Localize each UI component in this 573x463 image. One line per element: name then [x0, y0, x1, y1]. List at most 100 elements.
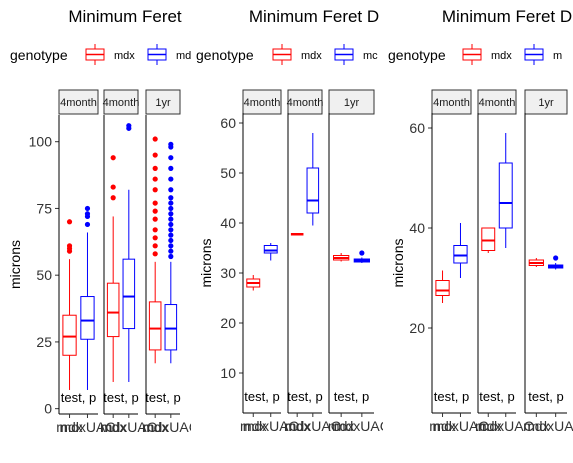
- outlier-point: [66, 219, 73, 225]
- chart-title: Minimum Feret: [68, 7, 182, 26]
- legend-entry: mdx: [114, 50, 135, 62]
- stat-annotation: test, p: [287, 389, 322, 404]
- box-mdx-3: [164, 141, 178, 364]
- x-tick-label: mdxUAC: [528, 418, 573, 434]
- stat-annotation: test, p: [61, 390, 96, 405]
- facet-strip-label: 4month: [479, 97, 516, 109]
- outlier-point: [168, 187, 174, 193]
- box-iqr: [453, 245, 468, 264]
- box-mc-3: [353, 250, 371, 263]
- outlier-point: [110, 184, 116, 190]
- box-mdx-1: [435, 270, 450, 303]
- chart-title: Minimum Feret D: [442, 7, 572, 26]
- legend-entry: m: [553, 50, 562, 62]
- outlier-point: [168, 155, 174, 161]
- x-tick-label: mdx: [429, 418, 455, 434]
- box-mc-2: [306, 133, 320, 226]
- box-mdx-2: [481, 227, 496, 253]
- outlier-point: [168, 216, 174, 222]
- y-axis-label: microns: [7, 240, 23, 289]
- outlier-point: [110, 195, 116, 201]
- outlier-point: [152, 227, 158, 233]
- outlier-point: [152, 165, 158, 171]
- legend-key-2: mdx: [147, 44, 191, 65]
- chart-panel-3: Minimum Feret D genotype mdx m microns 20 40 60…: [388, 7, 573, 434]
- x-tick-label: mdx: [475, 418, 501, 434]
- outlier-point: [152, 235, 158, 241]
- chart-title: Minimum Feret D: [249, 7, 379, 26]
- box-iqr: [148, 301, 162, 351]
- box-mc-1: [263, 243, 278, 261]
- outlier-point: [152, 152, 158, 158]
- outlier-point: [152, 216, 158, 222]
- facet-strip-label: 4month: [60, 97, 97, 109]
- x-tick-label: mdx: [100, 419, 126, 435]
- stat-annotation: test, p: [434, 389, 469, 404]
- facet-strip-label: 4month: [244, 97, 281, 109]
- box-mdx-2: [122, 123, 136, 382]
- outlier-point: [152, 176, 158, 182]
- facet-strip-label: 1yr: [538, 97, 554, 109]
- outlier-point: [168, 243, 174, 249]
- outlier-point: [359, 250, 365, 256]
- box-mdx-1: [246, 275, 261, 291]
- box-m-1: [453, 223, 468, 278]
- outlier-point: [110, 155, 116, 161]
- facet-strip: [58, 89, 99, 115]
- chart-panel-2: Minimum Feret D genotype mdx mc microns 10 20 3…: [196, 7, 390, 434]
- y-tick-label: 50: [36, 267, 52, 283]
- legend-key-2: m: [524, 44, 562, 65]
- box-mdx-2: [290, 233, 304, 236]
- y-tick-label: 50: [220, 165, 236, 181]
- box-iqr: [306, 167, 320, 214]
- box-iqr: [106, 282, 120, 338]
- outlier-point: [168, 141, 174, 147]
- box-iqr: [122, 258, 136, 330]
- x-tick-label: mdx: [284, 418, 310, 434]
- x-tick-label: mdx: [56, 419, 82, 435]
- y-axis-label: microns: [390, 238, 406, 287]
- facet-strip-label: 4month: [433, 97, 470, 109]
- legend-title: genotype: [388, 47, 446, 63]
- y-tick-label: 20: [220, 315, 236, 331]
- legend-key-1: mdx: [462, 44, 512, 65]
- y-tick-label: 100: [29, 134, 53, 150]
- stat-annotation: test, p: [528, 389, 563, 404]
- outlier-point: [168, 221, 174, 228]
- legend-entry: mdx: [301, 50, 322, 62]
- box-mdx-1: [80, 205, 95, 390]
- outlier-point: [84, 221, 91, 228]
- y-tick-label: 25: [36, 334, 52, 350]
- outlier-point: [168, 211, 174, 217]
- x-tick-label: mdxUAC: [432, 418, 488, 434]
- stat-annotation: test, p: [103, 390, 138, 405]
- box-iqr: [498, 162, 513, 229]
- legend-key-1: mdx: [85, 44, 135, 65]
- facet-strip: [477, 89, 517, 115]
- outlier-point: [168, 253, 174, 260]
- legend-title: genotype: [10, 47, 68, 63]
- y-tick-label: 40: [409, 220, 425, 236]
- x-tick-label: mdxUAC: [334, 418, 390, 434]
- box-iqr: [80, 296, 95, 340]
- facet-strip-label: 4month: [287, 97, 324, 109]
- outlier-point: [168, 176, 174, 182]
- box-m-2: [498, 133, 513, 248]
- legend-entry: mc: [363, 50, 378, 62]
- outlier-point: [168, 248, 174, 254]
- legend-title: genotype: [196, 47, 254, 63]
- box-iqr: [62, 314, 77, 356]
- y-tick-label: 30: [220, 265, 236, 281]
- facet-strip: [431, 89, 472, 115]
- stat-annotation: test, p: [244, 389, 279, 404]
- box-mdx-2: [106, 155, 120, 382]
- legend-entry: mdx: [491, 50, 512, 62]
